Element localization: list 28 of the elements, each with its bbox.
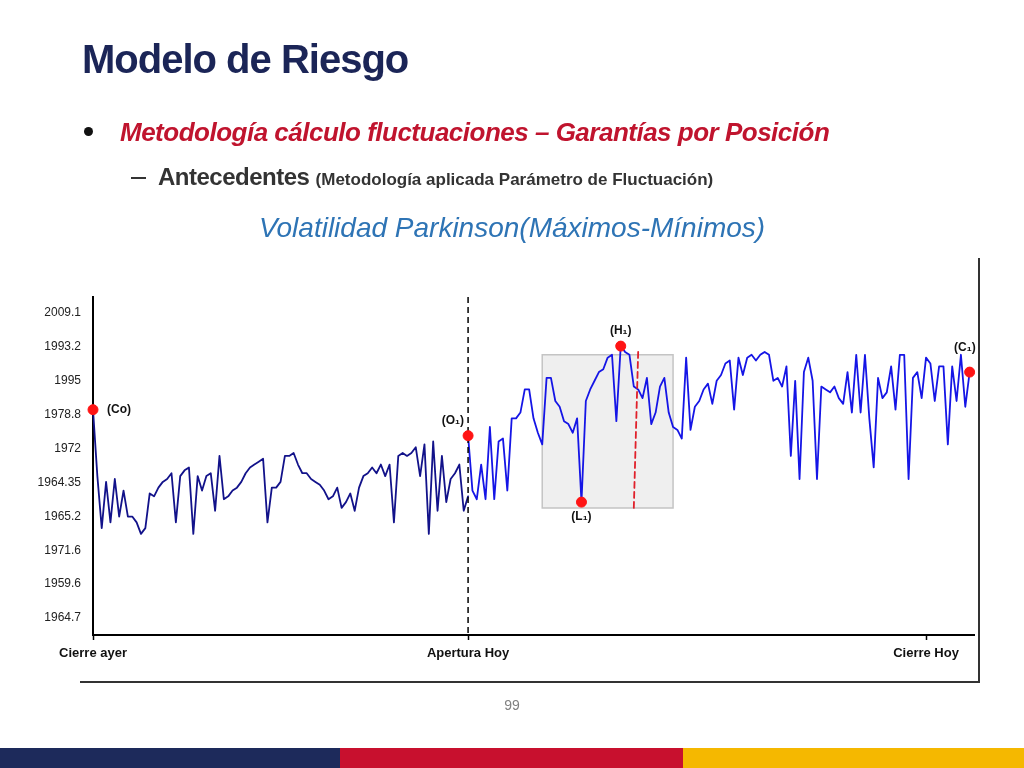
x-tick-label: Apertura Hoy <box>426 645 511 661</box>
annotation: (H₁) <box>609 323 632 338</box>
text: 2009.1 <box>44 305 82 320</box>
text: 1993.2 <box>44 339 82 354</box>
point <box>615 340 627 352</box>
text: 1972 <box>54 440 82 455</box>
point <box>575 496 587 508</box>
text: 1959.6 <box>44 576 82 591</box>
chart-subtitle: Volatilidad Parkinson(Máximos-Mínimos) <box>257 211 767 245</box>
text: 1964.35 <box>37 474 82 489</box>
x-tick-label: Cierre ayer <box>59 645 127 661</box>
annotation: (Co) <box>107 401 131 416</box>
chart-title: Modelo de Riesgo <box>82 36 409 82</box>
text: Antecedentes (Metodología aplicada Parámetro de Fluctuación) <box>158 163 714 190</box>
annotation: (L₁) <box>571 509 592 524</box>
text: 1965.2 <box>44 508 82 523</box>
point <box>964 366 976 378</box>
annotation: (O₁) <box>441 412 465 427</box>
text: Metodología cálculo fluctuaciones – Garantías por Posición <box>120 116 830 148</box>
point <box>87 404 99 416</box>
text: 99 <box>503 697 521 713</box>
text: 1964.7 <box>44 610 82 625</box>
text: 1978.8 <box>44 406 82 421</box>
text: 1995 <box>54 373 82 388</box>
annotation: (C₁) <box>954 340 976 355</box>
x-tick-label: Cierre Hoy <box>893 645 960 661</box>
text: 1971.6 <box>44 542 82 557</box>
point <box>462 430 474 442</box>
